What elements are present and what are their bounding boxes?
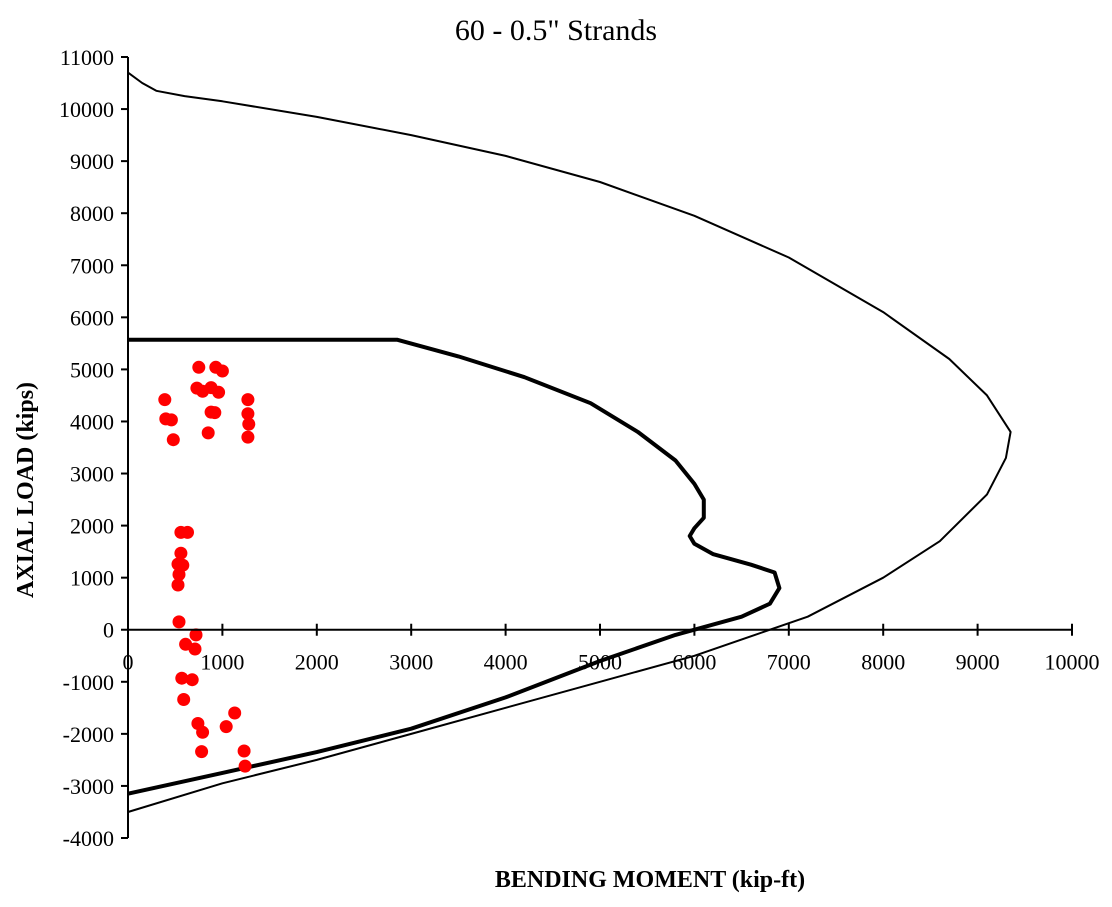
demand-point: [228, 706, 242, 720]
x-tick-label: 3000: [389, 650, 433, 675]
x-tick-label: 8000: [861, 650, 905, 675]
demand-point: [208, 406, 222, 420]
x-tick-label: 6000: [672, 650, 716, 675]
x-tick-label: 10000: [1045, 650, 1100, 675]
y-tick-label: 9000: [70, 149, 114, 174]
x-tick-label: 5000: [578, 650, 622, 675]
demand-point: [241, 393, 255, 407]
x-tick-label: 9000: [956, 650, 1000, 675]
demand-point: [238, 759, 252, 773]
demand-point: [174, 546, 188, 560]
axes-layer: 1100010000900080007000600050004000300020…: [59, 45, 1100, 851]
y-tick-label: -2000: [63, 722, 114, 747]
demand-point: [172, 568, 186, 581]
demand-point: [181, 525, 194, 539]
x-tick-label: 0: [123, 650, 134, 675]
y-tick-label: 2000: [70, 514, 114, 539]
x-axis-label: BENDING MOMENT (kip-ft): [495, 867, 805, 893]
demand-point: [196, 725, 210, 739]
demand-point: [241, 407, 255, 421]
demand-point: [192, 360, 206, 374]
y-tick-label: 8000: [70, 201, 114, 226]
x-tick-label: 1000: [200, 650, 244, 675]
demand-point: [201, 426, 215, 440]
nominal-capacity-curve: [127, 71, 1012, 813]
demand-point: [241, 430, 255, 444]
demand-point: [188, 642, 202, 656]
y-tick-label: -1000: [63, 670, 114, 695]
x-tick-label: 7000: [767, 650, 811, 675]
y-tick-label: 1000: [70, 566, 114, 591]
x-tick-label: 4000: [484, 650, 528, 675]
y-tick-label: -3000: [63, 774, 114, 799]
factored-capacity-curve: [127, 337, 782, 796]
demand-point: [219, 720, 233, 734]
demand-point: [166, 433, 180, 447]
demand-point: [185, 673, 199, 687]
demand-point: [175, 671, 189, 685]
y-tick-label: 6000: [70, 305, 114, 330]
demand-point: [195, 745, 209, 759]
demand-point: [215, 364, 229, 378]
y-tick-label: 3000: [70, 462, 114, 487]
y-tick-label: 0: [103, 618, 114, 643]
chart-title: 60 - 0.5" Strands: [455, 14, 657, 47]
demand-point: [164, 413, 178, 427]
x-tick-label: 2000: [295, 650, 339, 675]
demand-point: [172, 615, 186, 629]
y-tick-label: 5000: [70, 357, 114, 382]
demand-point: [158, 393, 172, 407]
series-layer: [127, 71, 1012, 813]
y-tick-label: 7000: [70, 253, 114, 278]
demand-point: [177, 693, 191, 706]
y-tick-label: 4000: [70, 409, 114, 434]
y-tick-label: 11000: [60, 45, 114, 70]
y-tick-label: -4000: [63, 826, 114, 851]
demand-point: [212, 385, 226, 399]
y-tick-label: 10000: [59, 97, 114, 122]
demand-point: [242, 417, 256, 431]
demand-point: [237, 744, 251, 758]
y-axis-label: AXIAL LOAD (kips): [13, 382, 39, 598]
demand-point: [171, 578, 185, 592]
demand-point: [189, 628, 203, 642]
